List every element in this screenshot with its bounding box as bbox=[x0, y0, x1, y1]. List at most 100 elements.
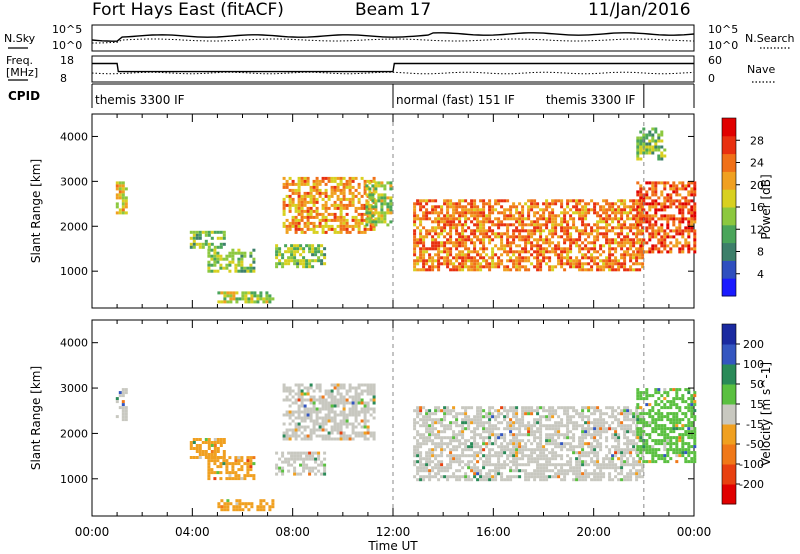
echo-cell bbox=[425, 436, 429, 440]
echo-cell bbox=[425, 259, 429, 263]
echo-cell bbox=[608, 478, 612, 482]
echo-cell bbox=[584, 421, 588, 425]
echo-cell bbox=[443, 250, 447, 254]
echo-cell bbox=[419, 217, 423, 221]
echo-cell bbox=[578, 217, 582, 221]
echo-cell bbox=[422, 421, 426, 425]
echo-cell bbox=[425, 460, 429, 464]
echo-cell bbox=[253, 300, 257, 304]
echo-cell bbox=[506, 445, 510, 449]
echo-cell bbox=[494, 199, 498, 203]
echo-cell bbox=[639, 148, 643, 152]
echo-cell bbox=[608, 466, 612, 470]
echo-cell bbox=[605, 430, 609, 434]
echo-cell bbox=[687, 445, 691, 449]
echo-cell bbox=[213, 441, 217, 444]
echo-cell bbox=[479, 232, 483, 236]
echo-cell bbox=[551, 448, 555, 452]
echo-cell bbox=[422, 442, 426, 446]
echo-cell bbox=[500, 205, 504, 209]
echo-cell bbox=[515, 208, 519, 212]
echo-cell bbox=[620, 466, 624, 470]
echo-cell bbox=[651, 133, 655, 137]
echo-cell bbox=[213, 230, 217, 234]
echo-cell bbox=[669, 430, 673, 434]
echo-cell bbox=[121, 400, 125, 404]
echo-cell bbox=[657, 247, 661, 251]
echo-cell bbox=[690, 412, 694, 416]
echo-cell bbox=[551, 439, 555, 443]
echo-cell bbox=[521, 463, 525, 467]
echo-cell bbox=[560, 262, 564, 266]
echo-cell bbox=[560, 253, 564, 257]
echo-cell bbox=[357, 182, 361, 186]
echo-cell bbox=[124, 415, 128, 419]
echo-cell bbox=[638, 241, 642, 245]
echo-cell bbox=[437, 268, 441, 272]
echo-cell bbox=[687, 232, 691, 236]
echo-cell bbox=[581, 217, 585, 221]
echo-cell bbox=[500, 448, 504, 452]
echo-cell bbox=[542, 454, 546, 458]
echo-cell bbox=[684, 457, 688, 461]
echo-cell bbox=[437, 226, 441, 230]
colorbar-segment bbox=[722, 171, 736, 190]
echo-cell bbox=[455, 421, 459, 425]
echo-cell bbox=[639, 397, 643, 401]
echo-cell bbox=[311, 265, 315, 269]
echo-cell bbox=[372, 179, 376, 183]
echo-cell bbox=[288, 200, 292, 204]
echo-cell bbox=[566, 211, 570, 215]
echo-cell bbox=[308, 472, 312, 476]
echo-cell bbox=[497, 199, 501, 203]
echo-cell bbox=[693, 238, 697, 242]
echo-cell bbox=[693, 181, 697, 185]
echo-cell bbox=[198, 450, 202, 453]
echo-cell bbox=[545, 235, 549, 239]
echo-cell bbox=[642, 199, 646, 203]
echo-cell bbox=[500, 454, 504, 458]
nave-label: Nave bbox=[747, 63, 775, 76]
echo-cell bbox=[210, 263, 214, 267]
echo-cell bbox=[641, 229, 645, 233]
echo-cell bbox=[527, 208, 531, 212]
echo-cell bbox=[503, 199, 507, 203]
echo-cell bbox=[642, 412, 646, 416]
echo-cell bbox=[527, 457, 531, 461]
echo-cell bbox=[124, 187, 128, 191]
echo-cell bbox=[297, 386, 301, 390]
echo-cell bbox=[620, 454, 624, 458]
echo-cell bbox=[446, 436, 450, 440]
echo-cell bbox=[599, 232, 603, 236]
echo-cell bbox=[542, 463, 546, 467]
echo-cell bbox=[641, 427, 645, 431]
echo-cell bbox=[389, 208, 393, 212]
echo-cell bbox=[317, 247, 321, 251]
echo-cell bbox=[207, 263, 211, 267]
echo-cell bbox=[241, 297, 245, 301]
echo-cell bbox=[503, 406, 507, 410]
echo-cell bbox=[675, 388, 679, 392]
echo-cell bbox=[539, 445, 543, 449]
echo-cell bbox=[318, 221, 322, 225]
echo-cell bbox=[506, 463, 510, 467]
echo-cell bbox=[327, 389, 331, 393]
echo-cell bbox=[482, 463, 486, 467]
echo-cell bbox=[470, 418, 474, 422]
echo-cell bbox=[428, 259, 432, 263]
echo-cell bbox=[371, 205, 375, 209]
echo-cell bbox=[611, 220, 615, 224]
echo-cell bbox=[539, 235, 543, 239]
echo-cell bbox=[461, 466, 465, 470]
echo-cell bbox=[455, 208, 459, 212]
echo-cell bbox=[464, 214, 468, 218]
echo-cell bbox=[234, 477, 238, 481]
echo-cell bbox=[629, 208, 633, 212]
echo-cell bbox=[317, 256, 321, 260]
echo-cell bbox=[617, 442, 621, 446]
echo-cell bbox=[365, 193, 369, 197]
echo-cell bbox=[207, 444, 211, 447]
echo-cell bbox=[216, 230, 220, 234]
echo-cell bbox=[351, 185, 355, 189]
echo-cell bbox=[369, 386, 373, 390]
